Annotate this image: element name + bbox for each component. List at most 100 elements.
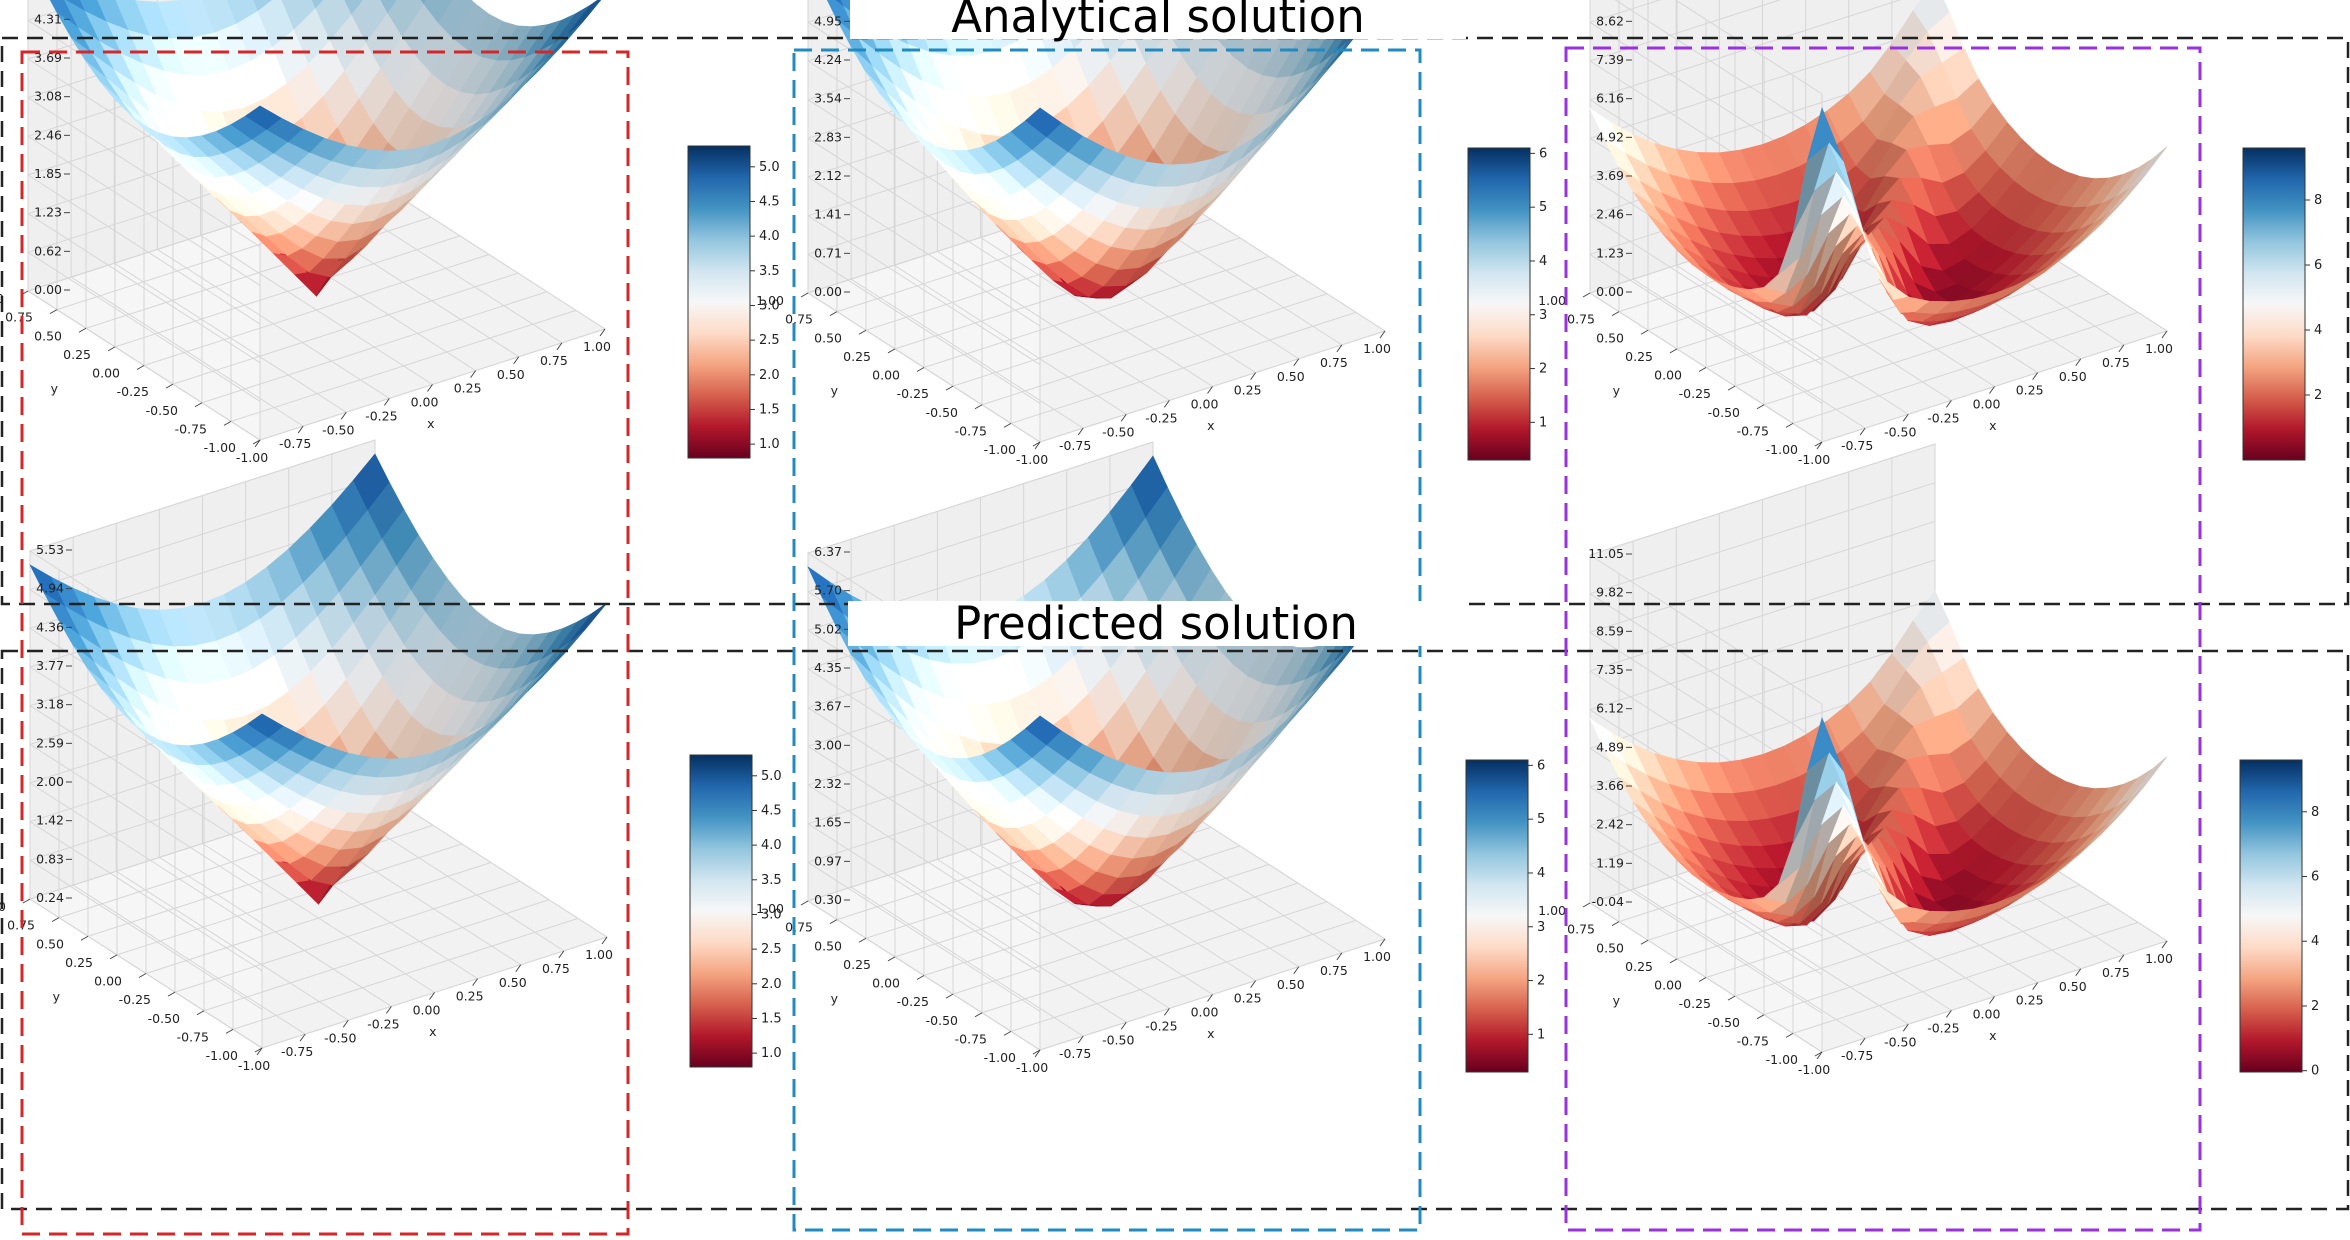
x-tick-mark [1120,413,1127,422]
y-tick-label: 0.75 [785,920,813,935]
x-tick-mark [1250,372,1257,380]
y-tick-mark [1003,1030,1012,1036]
x-tick-label: 0.00 [1191,1005,1219,1020]
x-tick-mark [254,439,261,448]
colorbar-tick-label: 2 [1539,362,1547,377]
z-tick-label: 2.46 [1596,207,1624,222]
z-tick-label: 8.62 [1596,13,1624,28]
x-tick-label: -0.25 [365,408,397,423]
z-tick-label: 1.85 [34,166,62,181]
z-tick-label: 2.32 [814,776,842,791]
column-1-frame [20,50,630,1236]
z-tick-label: 7.35 [1596,662,1624,677]
y-tick-label: -1.00 [984,1050,1016,1065]
x-tick-label: 0.75 [1320,355,1348,370]
x-tick-mark [1120,1021,1127,1030]
x-tick-label: -1.00 [1016,1060,1048,1075]
x-tick-mark [429,992,435,1000]
colorbar-2: 1 2 3 4 5 6 [1467,146,1547,461]
grid-line [27,97,261,248]
y-tick-mark [196,1010,205,1016]
z-tick-label: 4.92 [1596,129,1624,144]
y-tick-mark [223,420,232,426]
x-tick-label: 0.25 [456,989,484,1004]
z-tick-label: 2.00 [36,774,64,789]
x-tick-label: -1.00 [236,450,268,465]
y-tick-mark [1727,995,1736,1001]
y-tick-label: 0.75 [1567,922,1595,937]
x-tick-label: 0.25 [2016,383,2044,398]
x-tick-label: 0.25 [1234,991,1262,1006]
colorbar-tick-label: 3.5 [761,873,782,888]
z-tick-label: 0.00 [34,282,62,297]
y-tick-label: 0.50 [36,936,64,951]
x-tick-label: -0.50 [1884,1034,1916,1049]
x-tick-label: 0.00 [1191,397,1219,412]
z-tick-label: 3.08 [34,89,62,104]
grid-line [27,213,261,364]
z-tick-label: 0.00 [1596,284,1624,299]
grid-line [1589,863,1823,1014]
y-tick-mark [1814,1051,1823,1057]
y-tick-label: 0.75 [1567,312,1595,327]
x-tick-mark [297,425,304,434]
z-tick-label: 4.94 [36,581,64,596]
y-tick-label: 0.50 [814,330,842,345]
x-tick-mark [513,356,520,365]
y-tick-label: 0.00 [94,974,122,989]
y-tick-mark [887,956,896,962]
x-tick-mark [1077,427,1084,436]
colorbar-tick-label: 3 [1537,920,1545,935]
z-tick-label: 6.12 [1596,701,1624,716]
grid-line [1589,554,1823,705]
y-tick-mark [1611,921,1620,927]
y-tick-mark [138,973,147,978]
z-tick-label: 3.18 [36,697,64,712]
z-tick-label: 2.46 [34,127,62,142]
surface [29,453,608,905]
colorbar-tick-label: 2.5 [761,942,782,957]
y-axis-label: y [53,989,61,1004]
y-tick-label: 0.00 [1654,978,1682,993]
x-tick-label: 1.00 [1363,341,1391,356]
y-tick-mark [945,993,954,999]
x-tick-label: -0.75 [1841,438,1873,453]
colorbar-tick-label: 4 [2311,934,2319,949]
grid-line [1589,636,1936,749]
grid-line [29,743,263,894]
z-tick-label: 3.66 [1596,778,1624,793]
y-tick-mark [51,917,60,923]
x-tick-mark [1077,1035,1084,1044]
x-tick-label: 0.75 [2102,965,2130,980]
grid-line [29,859,263,1010]
y-tick-label: 0.25 [843,349,871,364]
colorbar-tick-label: 4.5 [759,194,780,209]
x-tick-mark [427,384,433,392]
x-tick-label: 0.75 [1320,963,1348,978]
z-tick-label: -0.04 [1592,894,1624,909]
colorbar-gradient [1465,759,1529,1073]
z-tick-label: 4.95 [814,13,842,28]
x-tick-label: -1.00 [1798,452,1830,467]
surface-plot-3: 0.001.232.463.694.926.167.398.629.8511.0… [1538,0,2173,467]
surface-plot-6: -0.041.192.423.664.896.127.358.599.8211.… [1538,443,2173,1077]
x-axis-label: x [1989,1028,1996,1043]
x-tick-mark [385,1006,392,1014]
x-tick-label: 0.75 [2102,355,2130,370]
colorbar-tick-label: 8 [2314,193,2322,208]
x-tick-label: 0.50 [2059,979,2087,994]
colorbar-tick-label: 4.0 [761,838,782,853]
y-tick-label: 0.25 [63,347,91,362]
grid-line [27,174,261,325]
x-tick-label: -0.75 [281,1044,313,1059]
colorbar-tick-label: 3.0 [759,298,780,313]
x-tick-mark [2118,954,2125,963]
x-tick-mark [1816,441,1823,450]
y-tick-mark [136,365,145,370]
y-tick-mark [1611,311,1620,317]
x-tick-mark [1163,1008,1170,1016]
y-tick-mark [1582,292,1591,298]
colorbar-tick-label: 6 [1537,758,1545,773]
y-tick-mark [1032,1049,1041,1055]
